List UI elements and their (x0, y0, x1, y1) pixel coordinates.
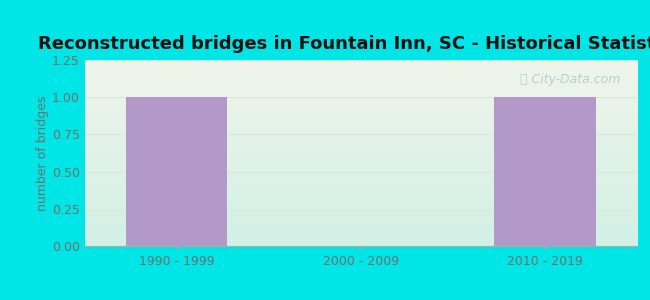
Title: Reconstructed bridges in Fountain Inn, SC - Historical Statistics: Reconstructed bridges in Fountain Inn, S… (38, 35, 650, 53)
Bar (494, 97, 595, 246)
Y-axis label: number of bridges: number of bridges (36, 95, 49, 211)
Bar (126, 97, 228, 246)
Text: ⓘ City-Data.com: ⓘ City-Data.com (520, 73, 620, 86)
